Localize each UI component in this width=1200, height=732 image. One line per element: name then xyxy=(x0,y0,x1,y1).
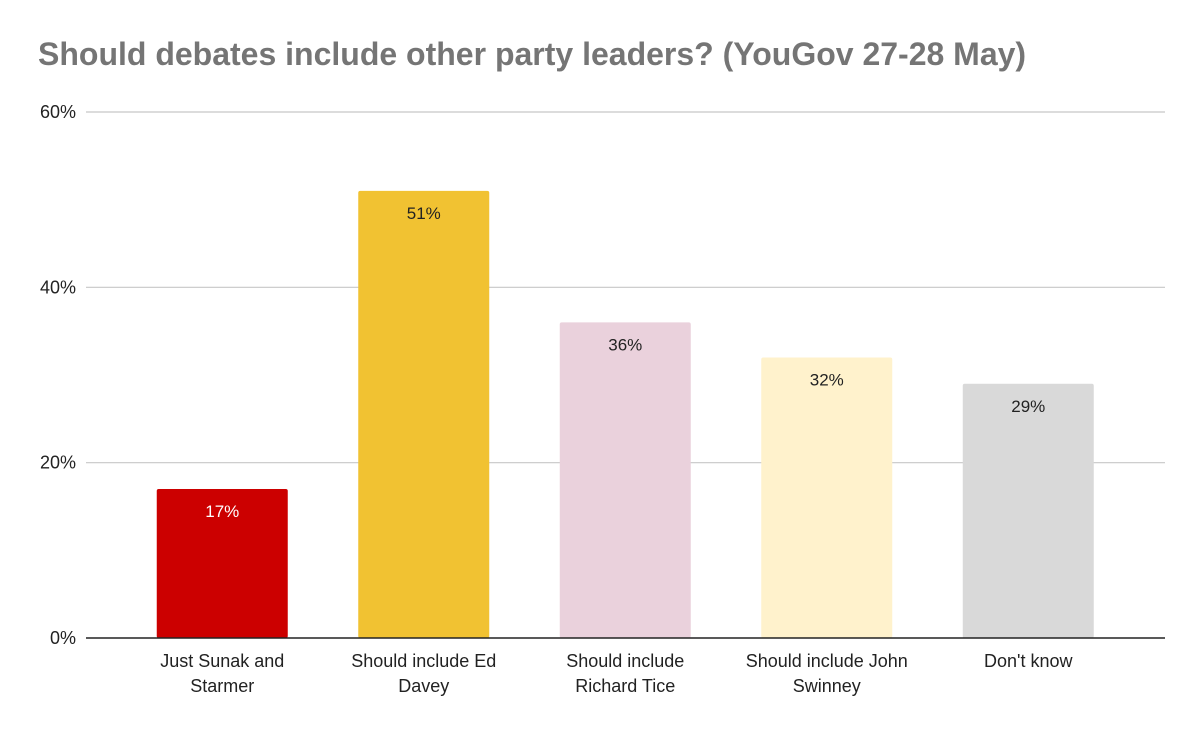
data-labels: 17% 51% 36% 32% 29% xyxy=(205,204,1045,521)
category-label: Should include Ed Davey xyxy=(351,651,496,696)
bar xyxy=(761,357,893,638)
bar xyxy=(156,488,288,638)
category-label-line: Starmer xyxy=(190,676,254,696)
y-tick-label: 60% xyxy=(40,102,76,122)
y-axis-ticks: 0% 20% 40% 60% xyxy=(40,102,76,648)
bars xyxy=(156,190,1094,638)
bar xyxy=(559,322,691,638)
category-label-line: Should include John xyxy=(746,651,908,671)
category-label-line: Should include Ed xyxy=(351,651,496,671)
bar xyxy=(962,383,1094,638)
category-label-line: Davey xyxy=(398,676,449,696)
category-label-line: Swinney xyxy=(793,676,861,696)
data-label: 29% xyxy=(1011,397,1045,416)
data-label: 36% xyxy=(608,335,642,354)
chart-title: Should debates include other party leade… xyxy=(38,36,1027,72)
data-label: 51% xyxy=(407,204,441,223)
category-label-line: Don't know xyxy=(984,651,1073,671)
category-label-line: Should include xyxy=(566,651,684,671)
category-label-line: Just Sunak and xyxy=(160,651,284,671)
bar xyxy=(358,190,490,638)
category-label: Don't know xyxy=(984,651,1073,671)
category-label: Just Sunak and Starmer xyxy=(160,651,284,696)
y-tick-label: 0% xyxy=(50,628,76,648)
y-tick-label: 20% xyxy=(40,453,76,473)
category-label-line: Richard Tice xyxy=(575,676,675,696)
data-label: 32% xyxy=(810,370,844,389)
y-tick-label: 40% xyxy=(40,277,76,297)
data-label: 17% xyxy=(205,502,239,521)
category-labels: Just Sunak and Starmer Should include Ed Da… xyxy=(160,651,1073,696)
category-label: Should include Richard Tice xyxy=(566,651,684,696)
category-label: Should include John Swinney xyxy=(746,651,908,696)
